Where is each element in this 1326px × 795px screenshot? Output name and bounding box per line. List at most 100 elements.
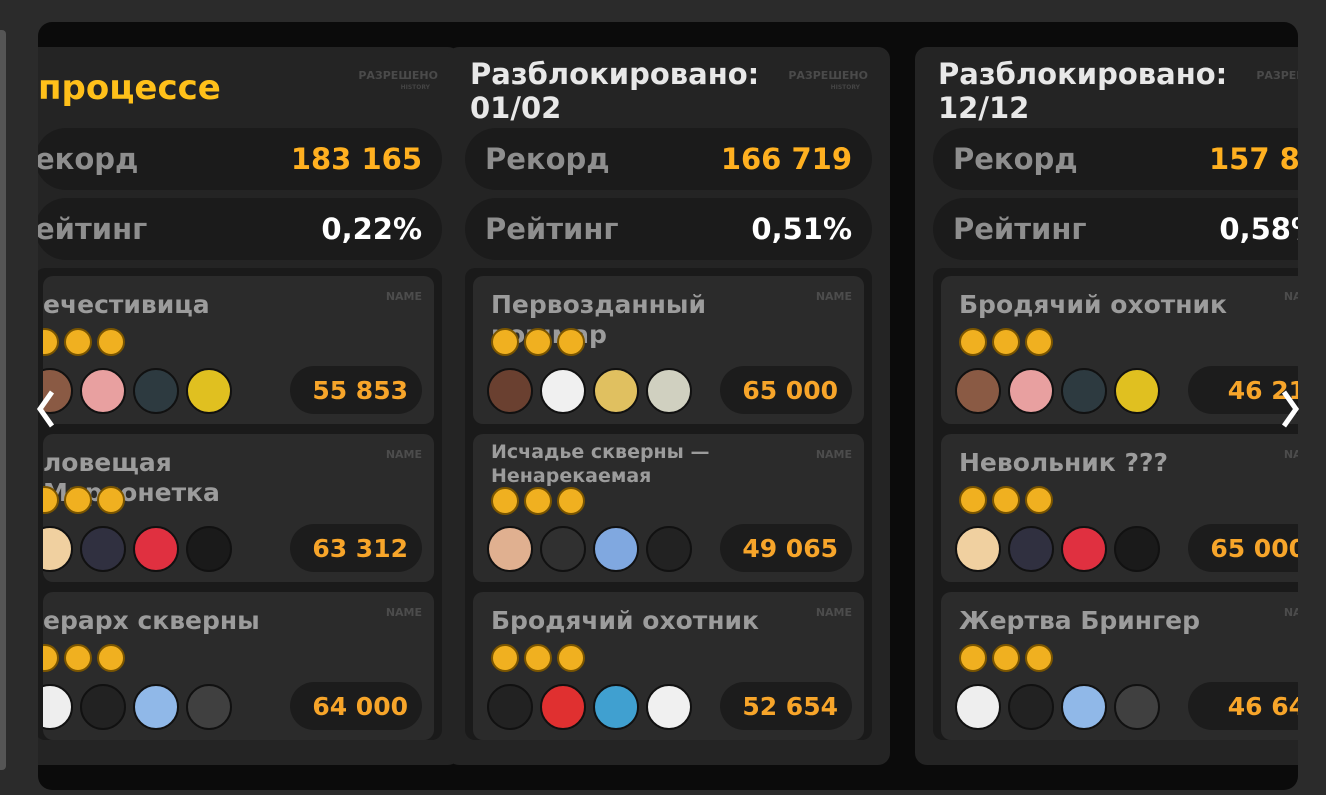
boss-entry[interactable]: Первозданный кошмарNAME65 000	[473, 276, 864, 424]
boss-tag: NAME	[815, 448, 852, 461]
avatar	[186, 684, 232, 730]
boss-entry[interactable]: Исчадье скверны — Ненарекаемая NAME 49 065	[473, 434, 864, 582]
avatar	[593, 368, 639, 414]
medal	[97, 486, 125, 514]
avatar	[80, 526, 126, 572]
avatar	[43, 684, 73, 730]
avatar	[646, 526, 692, 572]
score-pill: 46 21	[1188, 366, 1298, 414]
boss-entry[interactable]: ерарх скверны NAME 64 000	[43, 592, 434, 740]
score-pill: 46 64	[1188, 682, 1298, 730]
avatar	[1008, 684, 1054, 730]
avatar	[955, 368, 1001, 414]
avatar	[133, 526, 179, 572]
badge-sub: HISTORY	[830, 84, 860, 91]
boss-entry[interactable]: Бродячий охотник NAME 46 21	[941, 276, 1298, 424]
boss-entry[interactable]: Бродячий охотник NAME 52 654	[473, 592, 864, 740]
avatar	[133, 684, 179, 730]
score: 49 065	[742, 534, 838, 563]
score-pill: 55 853	[290, 366, 422, 414]
avatar	[1061, 368, 1107, 414]
record-row: Рекорд 166 719	[465, 128, 872, 190]
medal	[64, 328, 92, 356]
medal	[64, 486, 92, 514]
medal	[557, 487, 585, 515]
next-arrow[interactable]	[1280, 390, 1300, 428]
medal	[43, 644, 59, 672]
avatar	[593, 684, 639, 730]
avatar	[487, 684, 533, 730]
boss-entry[interactable]: ечестивица NAME 55 853	[43, 276, 434, 424]
rating-label: Рейтинг	[485, 212, 619, 246]
record-label: Рекорд	[485, 142, 610, 176]
record-value: 157 86	[1209, 142, 1298, 176]
medal	[959, 328, 987, 356]
badge: РАЗРЕШЕНО	[358, 69, 438, 82]
rating-label: ейтинг	[38, 212, 148, 246]
score-pill: 64 000	[290, 682, 422, 730]
badge: РАЗРЕШЕНО	[788, 69, 868, 82]
avatar	[133, 368, 179, 414]
progress: 12/12	[938, 91, 1030, 125]
progress: 01/02	[470, 91, 562, 125]
score: 65 000	[742, 376, 838, 405]
card[interactable]: Разблокировано:12/12РАЗРЕШЕНОHISTORYРеко…	[915, 47, 1298, 765]
badge: РАЗРЕШЕНО	[1256, 69, 1298, 82]
medal	[491, 487, 519, 515]
boss-tag: NAME	[385, 606, 422, 619]
boss-name: Бродячий охотник	[491, 606, 759, 635]
record-value: 166 719	[720, 142, 852, 176]
score-pill: 52 654	[720, 682, 852, 730]
boss-tag: NAME	[1283, 448, 1298, 461]
medal	[43, 328, 59, 356]
avatar	[1008, 526, 1054, 572]
boss-entry[interactable]: Невольник ??? NAME 65 000	[941, 434, 1298, 582]
avatar	[646, 684, 692, 730]
avatar	[80, 368, 126, 414]
rating-value: 0,58%	[1219, 212, 1298, 246]
record-row: Рекорд 157 86	[933, 128, 1298, 190]
avatar	[487, 368, 533, 414]
boss-tag: NAME	[815, 290, 852, 303]
medal	[491, 328, 519, 356]
medal	[992, 486, 1020, 514]
medal	[97, 644, 125, 672]
score: 46 21	[1227, 376, 1298, 405]
boss-entry[interactable]: ловещая Марионетка NAME 63 312	[43, 434, 434, 582]
boss-tag: NAME	[1283, 606, 1298, 619]
avatar	[1061, 684, 1107, 730]
record-value: 183 165	[290, 142, 422, 176]
card[interactable]: процессе РАЗРЕШЕНО HISTORY екорд 183 165 ейти…	[38, 47, 460, 765]
medal	[959, 644, 987, 672]
boss-tag: NAME	[385, 290, 422, 303]
boss-name: ерарх скверны	[43, 606, 260, 635]
boss-entry[interactable]: Жертва Брингер NAME 46 64	[941, 592, 1298, 740]
avatar	[646, 368, 692, 414]
card[interactable]: Разблокировано: 01/02 РАЗРЕШЕНО HISTORY Реко…	[447, 47, 890, 765]
rating-label: Рейтинг	[953, 212, 1087, 246]
avatar	[80, 684, 126, 730]
prev-arrow[interactable]	[36, 390, 56, 428]
boss-list: ечестивица NAME 55 853 ловещая Марионетка NA…	[38, 268, 442, 740]
avatar	[955, 684, 1001, 730]
rating-row: ейтинг 0,22%	[38, 198, 442, 260]
viewport: процессе РАЗРЕШЕНО HISTORY екорд 183 165 ейти…	[38, 22, 1298, 790]
medal	[557, 644, 585, 672]
score-pill: 49 065	[720, 524, 852, 572]
medal	[524, 487, 552, 515]
boss-name: Бродячий охотник	[959, 290, 1227, 319]
avatar	[1008, 368, 1054, 414]
status: Разблокировано:	[470, 57, 760, 91]
boss-name: Невольник ???	[959, 448, 1168, 477]
score: 46 64	[1227, 692, 1298, 721]
medal	[992, 328, 1020, 356]
boss-name: ловещая Марионетка	[43, 448, 220, 507]
medal	[64, 644, 92, 672]
avatar	[593, 526, 639, 572]
record-row: екорд 183 165	[38, 128, 442, 190]
avatar	[43, 526, 73, 572]
avatar	[487, 526, 533, 572]
medal	[1025, 486, 1053, 514]
